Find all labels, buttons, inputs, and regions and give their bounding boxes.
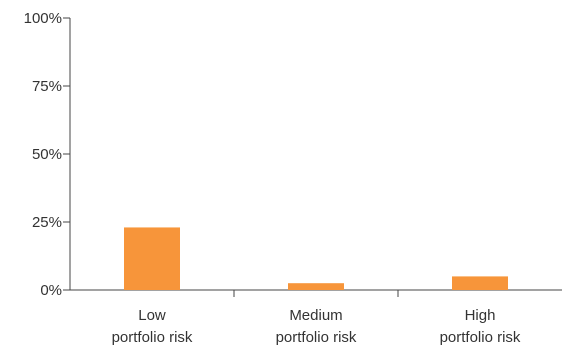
x-category-label-line: High bbox=[465, 307, 496, 324]
x-category-label-line: portfolio risk bbox=[112, 329, 193, 346]
y-tick-label: 100% bbox=[24, 10, 62, 27]
y-tick-label: 0% bbox=[40, 282, 62, 299]
x-category-label-line: portfolio risk bbox=[440, 329, 521, 346]
x-axis bbox=[63, 289, 562, 297]
y-axis: 0% 25% 50% 75% 100% bbox=[24, 10, 71, 299]
y-tick-label: 75% bbox=[32, 78, 62, 95]
x-category-label-line: Medium bbox=[289, 307, 342, 324]
y-tick-label: 50% bbox=[32, 146, 62, 163]
bar bbox=[452, 276, 508, 290]
x-category-label-line: Low bbox=[138, 307, 166, 324]
bar bbox=[124, 227, 180, 290]
x-category-label: Low portfolio risk bbox=[112, 307, 193, 346]
x-category-label: Medium portfolio risk bbox=[276, 307, 357, 346]
x-category-label: High portfolio risk bbox=[440, 307, 521, 346]
y-tick-label: 25% bbox=[32, 214, 62, 231]
bar bbox=[288, 283, 344, 290]
bars bbox=[124, 227, 508, 290]
x-category-label-line: portfolio risk bbox=[276, 329, 357, 346]
